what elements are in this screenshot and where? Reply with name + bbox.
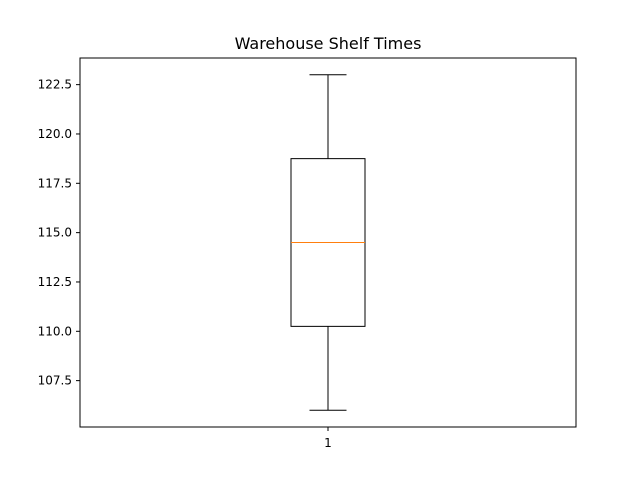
y-tick-label: 115.0 (38, 226, 72, 240)
y-tick-label: 112.5 (38, 275, 72, 289)
x-axis: 1 (324, 427, 332, 450)
y-tick-label: 120.0 (38, 127, 72, 141)
y-tick-label: 117.5 (38, 176, 72, 190)
y-tick-label: 110.0 (38, 324, 72, 338)
y-tick-label: 107.5 (38, 374, 72, 388)
y-tick-label: 122.5 (38, 78, 72, 92)
box-series (290, 74, 366, 411)
x-tick-label: 1 (324, 436, 332, 450)
chart-title: Warehouse Shelf Times (235, 34, 422, 53)
y-axis: 107.5 110.0 112.5 115.0 117.5 120.0 122.5 (38, 78, 80, 388)
